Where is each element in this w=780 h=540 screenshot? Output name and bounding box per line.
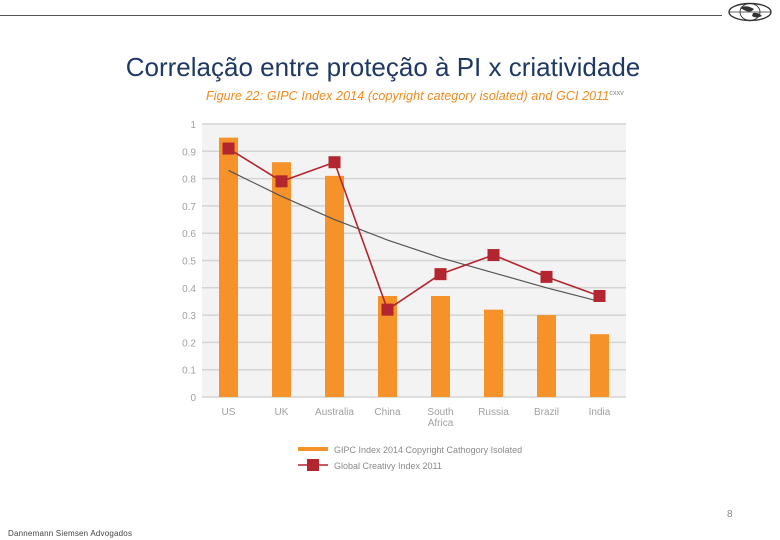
bar [537,315,556,397]
gci-line [228,147,600,311]
bar [378,295,397,397]
y-tick-label: 1 [190,120,196,131]
gci-point [487,249,500,262]
slide-title: Correlação entre proteção à PI x criativ… [125,52,641,82]
top-divider [0,15,722,16]
globe-logo-icon [728,2,772,22]
x-tick-label: South [427,407,453,418]
gci-point [328,156,341,169]
bar [325,175,344,397]
x-tick-label: Russia [478,407,509,418]
y-tick-label: 0.3 [182,311,196,322]
bar [219,137,238,397]
x-tick-label: Brazil [534,407,559,418]
y-tick-label: 0.4 [182,284,196,295]
page-number: 8 [727,509,733,520]
y-tick-label: 0.5 [182,257,196,268]
x-tick-label: India [589,407,611,418]
x-tick-label: Africa [428,418,454,429]
y-tick-label: 0.8 [182,175,196,186]
legend-label: Global Creativy Index 2011 [334,461,442,471]
gci-point [381,303,394,316]
y-tick-label: 0.1 [182,366,196,377]
y-tick-label: 0.9 [182,147,196,158]
gci-point [222,142,235,155]
trend-line [228,169,600,303]
x-tick-label: China [374,407,401,418]
x-tick-label: UK [275,407,289,418]
chart: 0 0.1 0.2 0.3 0.4 0.5 0.6 0.7 0.8 0.9 1 US UK Austral… [182,120,626,471]
bar [431,295,450,397]
gci-point [275,175,288,188]
figure-caption: Figure 22: GIPC Index 2014 (copyright ca… [206,89,624,103]
x-tick-label: US [222,407,236,418]
bar [272,162,291,397]
y-tick-label: 0.7 [182,202,196,213]
figure-caption-text: Figure 22: GIPC Index 2014 (copyright ca… [206,89,610,103]
x-tick-label: Australia [315,407,354,418]
y-tick-label: 0.6 [182,229,196,240]
bar [590,334,609,397]
y-tick-label: 0.2 [182,338,196,349]
y-tick-label: 0 [190,393,196,404]
bar [484,309,503,397]
gci-point [593,289,606,302]
footer-text: Dannemann Siemsen Advogados [8,529,133,538]
legend-marker-swatch [307,459,319,471]
figure-caption-superscript: cxxv [609,89,624,97]
legend-label: GIPC Index 2014 Copyright Cathogory Isol… [334,445,522,455]
gci-point [434,268,447,281]
gci-point [540,270,553,283]
